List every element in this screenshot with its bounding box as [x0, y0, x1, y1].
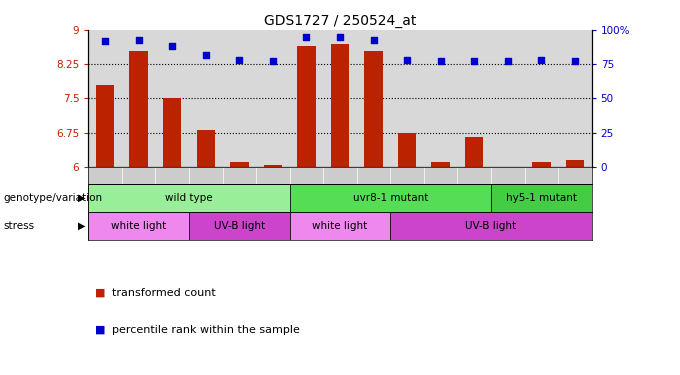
Bar: [290, 184, 491, 212]
Text: transformed count: transformed count: [112, 288, 216, 297]
Bar: [398, 133, 416, 167]
Point: [133, 37, 144, 43]
Point: [267, 58, 278, 64]
Text: uvr8-1 mutant: uvr8-1 mutant: [353, 193, 428, 203]
Bar: [364, 51, 383, 167]
Text: ▶: ▶: [78, 193, 85, 203]
Point: [569, 58, 580, 64]
Text: wild type: wild type: [165, 193, 213, 203]
Bar: [230, 162, 249, 167]
Text: white light: white light: [312, 221, 368, 231]
Bar: [88, 212, 189, 240]
Bar: [163, 99, 182, 167]
Bar: [566, 160, 584, 167]
Bar: [532, 162, 551, 167]
Bar: [96, 85, 114, 167]
Point: [368, 37, 379, 43]
Text: ■: ■: [95, 325, 109, 335]
Text: hy5-1 mutant: hy5-1 mutant: [506, 193, 577, 203]
Point: [435, 58, 446, 64]
Text: ■: ■: [95, 288, 109, 297]
Point: [335, 34, 345, 40]
Point: [100, 38, 111, 44]
Bar: [390, 212, 592, 240]
Point: [301, 34, 312, 40]
Text: percentile rank within the sample: percentile rank within the sample: [112, 325, 300, 335]
Text: stress: stress: [3, 221, 35, 231]
Bar: [197, 130, 215, 167]
Title: GDS1727 / 250524_at: GDS1727 / 250524_at: [264, 13, 416, 28]
Text: genotype/variation: genotype/variation: [3, 193, 103, 203]
Bar: [465, 137, 483, 167]
Bar: [297, 46, 316, 167]
Bar: [290, 212, 390, 240]
Point: [469, 58, 479, 64]
Bar: [431, 162, 450, 167]
Bar: [491, 184, 592, 212]
Bar: [189, 212, 290, 240]
Point: [167, 44, 177, 50]
Point: [536, 57, 547, 63]
Point: [402, 57, 413, 63]
Point: [201, 52, 211, 58]
Text: ▶: ▶: [78, 221, 85, 231]
Text: white light: white light: [111, 221, 167, 231]
Point: [234, 57, 245, 63]
Bar: [264, 165, 282, 167]
Text: UV-B light: UV-B light: [465, 221, 517, 231]
Point: [503, 58, 513, 64]
Bar: [88, 184, 290, 212]
Bar: [330, 44, 350, 167]
Bar: [129, 51, 148, 167]
Text: UV-B light: UV-B light: [214, 221, 265, 231]
